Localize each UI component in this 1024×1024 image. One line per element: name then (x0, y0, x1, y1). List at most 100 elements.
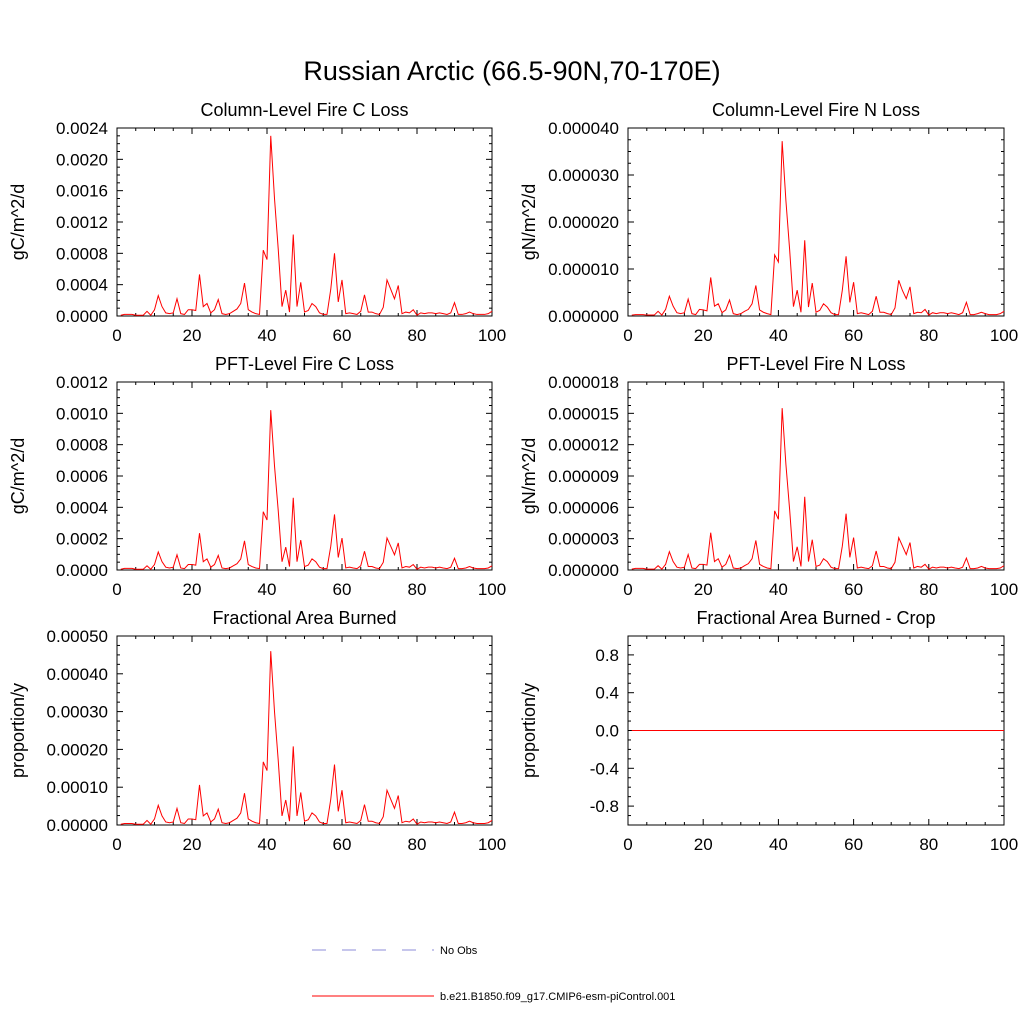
x-tick-label: 60 (333, 326, 352, 345)
x-tick-label: 0 (623, 835, 632, 854)
x-tick-label: 100 (478, 326, 506, 345)
y-tick-label: 0.0012 (56, 373, 108, 392)
y-tick-label: 0.000030 (548, 166, 619, 185)
x-tick-label: 20 (694, 326, 713, 345)
y-tick-label: -0.4 (590, 759, 619, 778)
x-tick-label: 20 (694, 835, 713, 854)
series-line (120, 410, 493, 570)
x-tick-label: 100 (990, 835, 1018, 854)
x-tick-label: 0 (623, 326, 632, 345)
y-axis-label: gN/m^2/d (519, 184, 539, 260)
y-tick-label: 0.000010 (548, 260, 619, 279)
y-axis-label: proportion/y (8, 683, 28, 778)
plot-frame (116, 635, 493, 826)
plot-frame (116, 381, 493, 571)
x-tick-label: 80 (919, 326, 938, 345)
y-tick-label: 0.0008 (56, 244, 108, 263)
legend-obs-label: No Obs (440, 945, 478, 957)
x-tick-label: 60 (844, 835, 863, 854)
plot-frame (627, 381, 1005, 571)
y-tick-label: 0.00050 (47, 627, 108, 646)
panel-column-fire-n-loss: Column-Level Fire N Loss gN/m^2/d 0 20 40 60 8… (519, 100, 1018, 345)
y-axis-label: gC/m^2/d (8, 438, 28, 514)
panel-title: PFT-Level Fire C Loss (215, 354, 394, 374)
y-axis-label: proportion/y (519, 683, 539, 778)
legend: No Obs b.e21.B1850.f09_g17.CMIP6-esm-piC… (312, 945, 675, 1003)
x-tick-label: 40 (769, 326, 788, 345)
plot-frame (116, 127, 493, 317)
y-tick-label: 0.000018 (548, 373, 619, 392)
x-tick-label: 80 (408, 835, 427, 854)
y-tick-label: 0.000015 (548, 404, 619, 423)
panel-title: Fractional Area Burned - Crop (696, 608, 935, 628)
y-tick-label: 0.0010 (56, 404, 108, 423)
y-axis-label: gN/m^2/d (519, 438, 539, 514)
y-tick-label: 0.0006 (56, 467, 108, 486)
panel-title: Column-Level Fire N Loss (712, 100, 920, 120)
panel-fractional-area-burned-crop: Fractional Area Burned - Crop proportion/… (519, 608, 1018, 854)
x-tick-label: 60 (333, 580, 352, 599)
y-tick-label: 0.000003 (548, 530, 619, 549)
x-tick-label: 80 (408, 326, 427, 345)
x-tick-label: 60 (333, 835, 352, 854)
y-tick-label: 0.000009 (548, 467, 619, 486)
y-tick-label: 0.0002 (56, 530, 108, 549)
x-tick-label: 100 (478, 580, 506, 599)
y-tick-label: 0.000040 (548, 119, 619, 138)
y-tick-label: 0.000012 (548, 436, 619, 455)
x-tick-label: 80 (919, 835, 938, 854)
x-tick-label: 40 (258, 326, 277, 345)
x-tick-label: 0 (112, 580, 121, 599)
x-tick-label: 100 (478, 835, 506, 854)
y-tick-label: 0.0016 (56, 182, 108, 201)
x-tick-label: 60 (844, 326, 863, 345)
x-tick-label: 80 (919, 580, 938, 599)
y-tick-label: 0.8 (595, 646, 619, 665)
panel-pft-fire-n-loss: PFT-Level Fire N Loss gN/m^2/d 0 20 40 60 80 10… (519, 354, 1018, 599)
y-tick-label: 0.0020 (56, 150, 108, 169)
panel-title: Fractional Area Burned (212, 608, 396, 628)
y-tick-label: 0.0004 (56, 498, 108, 517)
x-tick-label: 60 (844, 580, 863, 599)
y-tick-label: 0.00040 (47, 665, 108, 684)
x-tick-label: 40 (769, 580, 788, 599)
x-tick-label: 100 (990, 580, 1018, 599)
y-tick-label: 0.00000 (47, 816, 108, 835)
y-tick-label: 0.000000 (548, 307, 619, 326)
y-tick-label: 0.0012 (56, 213, 108, 232)
panel-pft-fire-c-loss: PFT-Level Fire C Loss gC/m^2/d 0 20 40 60 80 10… (8, 354, 506, 599)
x-tick-label: 40 (258, 580, 277, 599)
legend-model-label: b.e21.B1850.f09_g17.CMIP6-esm-piControl.… (440, 991, 675, 1003)
series-line (120, 135, 493, 317)
y-tick-label: 0.00010 (47, 778, 108, 797)
x-tick-label: 80 (408, 580, 427, 599)
panel-title: Column-Level Fire C Loss (200, 100, 408, 120)
x-tick-label: 20 (183, 835, 202, 854)
y-tick-label: -0.8 (590, 797, 619, 816)
plot-frame (627, 127, 1005, 317)
x-tick-label: 100 (990, 326, 1018, 345)
x-tick-label: 20 (183, 326, 202, 345)
x-tick-label: 40 (258, 835, 277, 854)
y-tick-label: 0.00030 (47, 703, 108, 722)
x-tick-label: 20 (694, 580, 713, 599)
y-tick-label: 0.00020 (47, 740, 108, 759)
y-tick-label: 0.0008 (56, 436, 108, 455)
x-tick-label: 0 (112, 835, 121, 854)
y-tick-label: 0.000020 (548, 213, 619, 232)
series-line (120, 651, 493, 826)
y-tick-label: 0.000000 (548, 561, 619, 580)
y-tick-label: 0.0 (595, 722, 619, 741)
y-tick-label: 0.0000 (56, 561, 108, 580)
panel-fractional-area-burned: Fractional Area Burned proportion/y 0 20 40 6… (8, 608, 506, 854)
panel-column-fire-c-loss: Column-Level Fire C Loss gC/m^2/d 0 20 40 60 8… (8, 100, 506, 345)
x-tick-label: 20 (183, 580, 202, 599)
y-tick-label: 0.0000 (56, 307, 108, 326)
x-tick-label: 0 (112, 326, 121, 345)
series-line (631, 141, 1005, 316)
y-tick-label: 0.0004 (56, 276, 108, 295)
x-tick-label: 40 (769, 835, 788, 854)
y-tick-label: 0.4 (595, 684, 619, 703)
y-tick-label: 0.0024 (56, 119, 108, 138)
